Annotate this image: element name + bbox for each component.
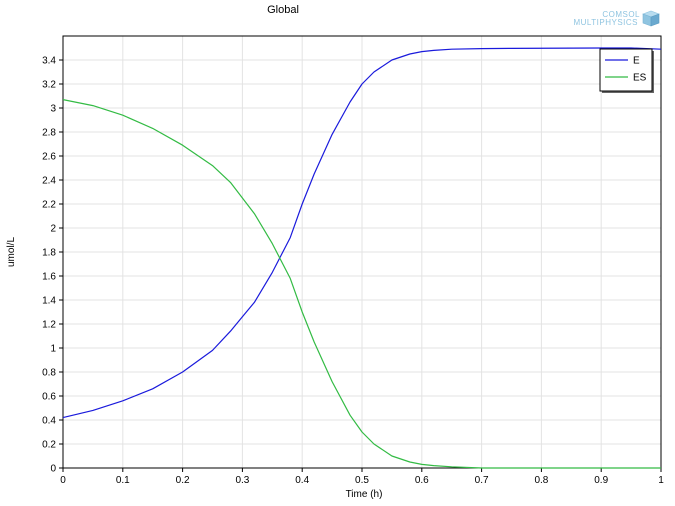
logo-line-2: MULTIPHYSICS [573, 18, 638, 27]
x-tick-label: 0.5 [355, 475, 369, 486]
y-tick-label: 0.4 [42, 416, 56, 427]
y-tick-label: 2 [50, 224, 56, 235]
y-tick-label: 0 [50, 464, 56, 475]
y-tick-label: 1.8 [42, 248, 56, 259]
chart-title: Global [267, 4, 299, 16]
x-tick-label: 0.2 [176, 475, 190, 486]
y-tick-label: 1.2 [42, 320, 56, 331]
y-tick-label: 1.4 [42, 296, 56, 307]
series-lines [62, 47, 662, 469]
x-tick-label: 0.1 [116, 475, 130, 486]
x-tick-label: 1 [658, 475, 664, 486]
y-tick-label: 3 [50, 104, 56, 115]
y-tick-label: 2.2 [42, 200, 56, 211]
x-tick-label: 0.8 [534, 475, 548, 486]
y-tick-label: 2.6 [42, 152, 56, 163]
legend-box [599, 48, 653, 92]
y-tick-label: 0.6 [42, 392, 56, 403]
series-line-es [62, 99, 661, 469]
y-tick-label: 3.4 [42, 56, 56, 67]
y-tick-label: 2.8 [42, 128, 56, 139]
y-tick-label: 0.2 [42, 440, 56, 451]
x-tick-label: 0 [60, 475, 66, 486]
legend-label-es: ES [633, 73, 647, 84]
x-tick-label: 0.4 [295, 475, 309, 486]
x-axis-label: Time (h) [346, 489, 383, 500]
x-tick-label: 0.6 [415, 475, 429, 486]
y-axis-label: umol/L [6, 237, 17, 267]
axes: 0 0.1 0.2 0.3 0.4 0.5 0.6 0.7 0.8 0.9 1 0 0.2 0.4 0.6 0… [42, 35, 664, 486]
plot-frame [62, 35, 662, 469]
y-tick-label: 1 [50, 344, 56, 355]
y-tick-label: 1.6 [42, 272, 56, 283]
legend: E ES [599, 48, 654, 93]
x-tick-label: 0.7 [475, 475, 489, 486]
y-tick-label: 2.4 [42, 176, 56, 187]
logo-line-1: COMSOL [602, 10, 640, 19]
x-tick-label: 0.9 [594, 475, 608, 486]
series-line-e [62, 47, 662, 419]
grid [62, 36, 662, 469]
legend-label-e: E [633, 56, 640, 67]
cube-icon [642, 10, 660, 27]
y-tick-label: 0.8 [42, 368, 56, 379]
y-tick-label: 3.2 [42, 80, 56, 91]
x-tick-label: 0.3 [235, 475, 249, 486]
comsol-logo: COMSOL MULTIPHYSICS [573, 10, 660, 27]
